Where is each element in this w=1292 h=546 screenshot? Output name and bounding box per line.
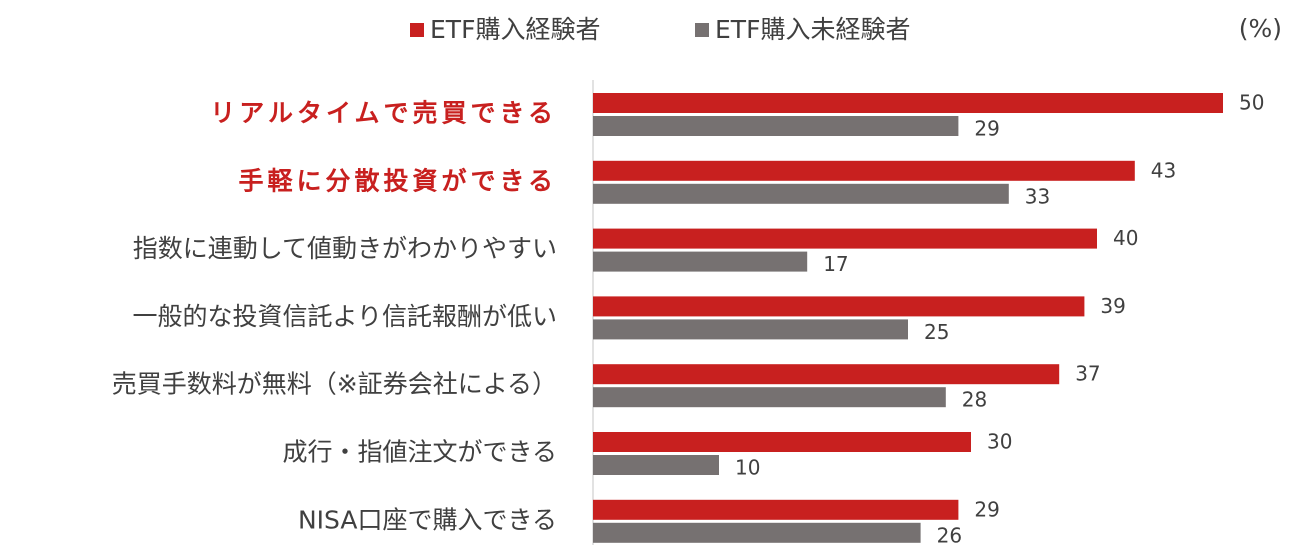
bar bbox=[593, 364, 1060, 385]
category-label: 手軽に分散投資ができる bbox=[238, 166, 557, 195]
value-label: 40 bbox=[1113, 226, 1138, 250]
bar bbox=[593, 499, 959, 520]
value-label: 17 bbox=[823, 252, 848, 276]
value-label: 28 bbox=[962, 388, 987, 412]
value-label: 30 bbox=[987, 430, 1012, 454]
category-label: リアルタイムで売買できる bbox=[210, 99, 557, 128]
bar bbox=[593, 432, 971, 452]
value-label: 37 bbox=[1075, 362, 1100, 386]
bar bbox=[593, 251, 808, 272]
bar bbox=[593, 93, 1223, 113]
bar bbox=[593, 319, 908, 340]
bar bbox=[593, 387, 946, 408]
value-label: 26 bbox=[937, 523, 962, 546]
legend-label: ETF購入経験者 bbox=[430, 15, 600, 44]
bar bbox=[593, 522, 921, 543]
value-label: 25 bbox=[924, 320, 949, 344]
bar bbox=[593, 183, 1009, 204]
bar bbox=[593, 228, 1097, 249]
bar bbox=[593, 160, 1135, 181]
legend-swatch bbox=[410, 23, 424, 37]
value-label: 33 bbox=[1025, 184, 1050, 208]
bar bbox=[593, 455, 719, 475]
category-label: 一般的な投資信託より信託報酬が低い bbox=[132, 302, 557, 331]
category-label: 成行・指値注文ができる bbox=[282, 438, 557, 467]
bar bbox=[593, 116, 959, 136]
legend-swatch bbox=[695, 23, 709, 37]
value-label: 39 bbox=[1100, 294, 1125, 318]
unit-label: (%) bbox=[1239, 14, 1282, 43]
value-label: 50 bbox=[1239, 91, 1264, 115]
value-label: 29 bbox=[974, 497, 999, 521]
category-label: 売買手数料が無料（※証券会社による） bbox=[112, 370, 557, 399]
value-label: 43 bbox=[1151, 158, 1176, 182]
category-label: NISA口座で購入できる bbox=[298, 505, 557, 534]
value-label: 29 bbox=[974, 117, 999, 141]
value-label: 10 bbox=[735, 456, 760, 480]
bar bbox=[593, 296, 1085, 317]
legend-label: ETF購入未経験者 bbox=[715, 15, 910, 44]
category-label: 指数に連動して値動きがわかりやすい bbox=[133, 234, 557, 263]
